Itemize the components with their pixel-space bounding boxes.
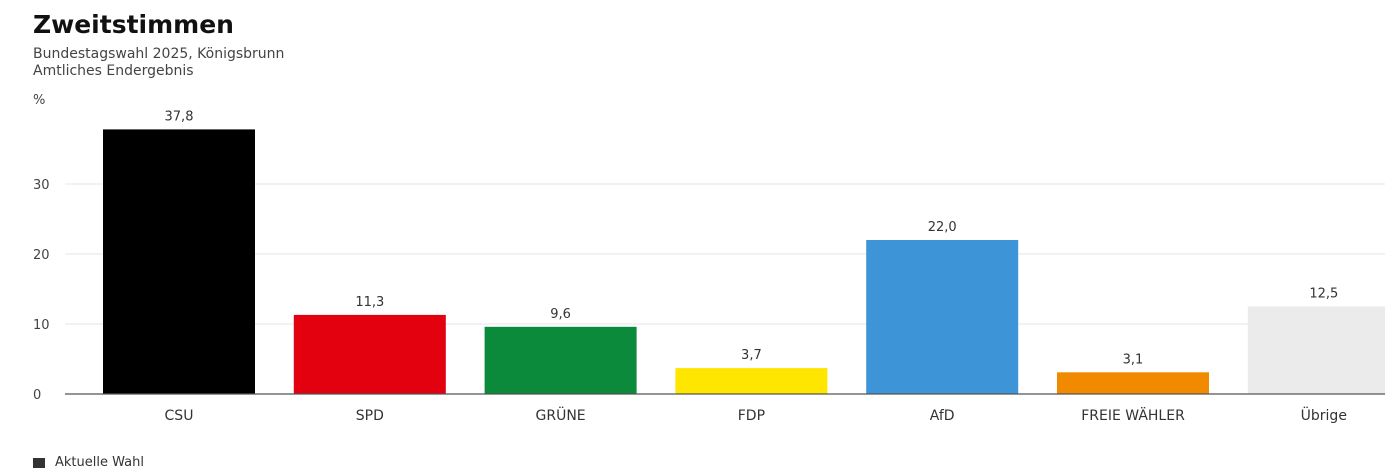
bar-6 (1247, 306, 1385, 394)
bar-0 (103, 129, 255, 394)
x-category-label: GRÜNE (536, 406, 586, 424)
bar-value-label: 9,6 (550, 307, 571, 322)
y-tick-label: 20 (33, 248, 50, 263)
bar-5 (1057, 372, 1209, 394)
bar-1 (293, 314, 446, 394)
y-tick-label: 30 (33, 178, 50, 193)
x-axis: CSU SPD GRÜNE FDP AfD FREIE WÄHLER Übrige (165, 406, 1347, 424)
bar-value-label: 3,1 (1123, 352, 1144, 367)
x-category-label: AfD (930, 408, 955, 424)
chart-subtitle-result: Amtliches Endergebnis (33, 63, 194, 79)
legend: Aktuelle Wahl (33, 455, 144, 470)
bar-value-label: 22,0 (928, 220, 957, 235)
chart-title: Zweitstimmen (33, 10, 234, 39)
bar-value-label: 37,8 (165, 109, 194, 124)
y-axis-unit-label: % (33, 93, 45, 108)
x-category-label: FDP (738, 408, 765, 424)
chart-subtitle-election: Bundestagswahl 2025, Königsbrunn (33, 46, 285, 62)
bar-value-label: 11,3 (355, 295, 384, 310)
bar-2 (484, 326, 637, 394)
legend-swatch (33, 457, 45, 468)
x-category-label: SPD (356, 408, 384, 424)
x-category-label: CSU (165, 408, 194, 424)
legend-label: Aktuelle Wahl (55, 455, 144, 470)
bars: 37,8 11,3 9,6 3,7 22,0 3,1 12,5 (103, 109, 1385, 394)
bar-4 (866, 240, 1019, 394)
gridlines (65, 183, 1385, 325)
y-tick-label: 10 (33, 318, 50, 333)
y-tick-label: 0 (33, 388, 41, 403)
x-category-label: Übrige (1301, 406, 1347, 424)
x-category-label: FREIE WÄHLER (1081, 406, 1185, 424)
y-axis: % 0 10 20 30 (33, 93, 50, 403)
bar-value-label: 12,5 (1309, 287, 1338, 302)
bar-value-label: 3,7 (741, 348, 762, 363)
bar-3 (675, 368, 828, 394)
